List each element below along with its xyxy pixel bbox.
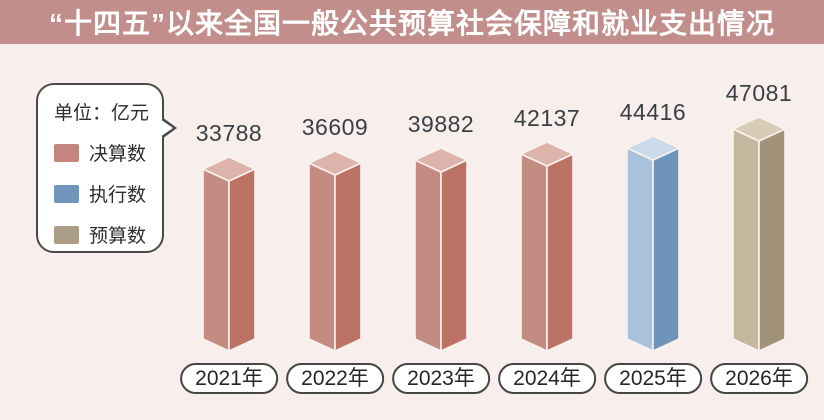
legend-pointer-fill <box>160 119 173 137</box>
page-title: “十四五”以来全国一般公共预算社会保障和就业支出情况 <box>48 8 775 39</box>
title-bar: “十四五”以来全国一般公共预算社会保障和就业支出情况 <box>0 0 824 44</box>
bar-2025年 <box>626 135 680 352</box>
bar-value-2024: 42137 <box>513 105 581 131</box>
bar-2026年 <box>732 116 786 352</box>
year-pill-2026: 2026年 <box>710 363 808 394</box>
legend-item-execution: 执行数 <box>54 180 162 207</box>
legend-bubble: 单位：亿元 决算数 执行数 预算数 <box>36 83 177 253</box>
legend-swatch-budget <box>54 225 79 244</box>
bar-2021年 <box>202 156 256 352</box>
bar-2022年 <box>308 150 362 352</box>
bar-value-2026: 47081 <box>725 80 793 106</box>
legend-unit-label: 单位：亿元 <box>54 103 150 124</box>
legend-item-final-account: 决算数 <box>54 139 162 166</box>
legend-item-label: 执行数 <box>89 185 147 206</box>
legend-swatch-final-account <box>54 143 79 162</box>
bar-value-2021: 33788 <box>195 120 263 146</box>
legend-item-label: 决算数 <box>89 144 147 165</box>
year-pill-2022: 2022年 <box>286 363 384 394</box>
bar-2024年 <box>520 141 574 352</box>
year-pill-2024: 2024年 <box>498 363 596 394</box>
bar-value-2025: 44416 <box>619 99 687 125</box>
year-pill-2023: 2023年 <box>392 363 490 394</box>
bar-2023年 <box>414 147 468 352</box>
year-pill-2021: 2021年 <box>180 363 278 394</box>
bar-value-2022: 36609 <box>301 114 369 140</box>
legend-swatch-execution <box>54 184 79 203</box>
legend-item-budget: 预算数 <box>54 221 162 248</box>
year-pill-2025: 2025年 <box>604 363 702 394</box>
bar-value-2023: 39882 <box>407 111 475 137</box>
legend-item-label: 预算数 <box>89 226 147 247</box>
